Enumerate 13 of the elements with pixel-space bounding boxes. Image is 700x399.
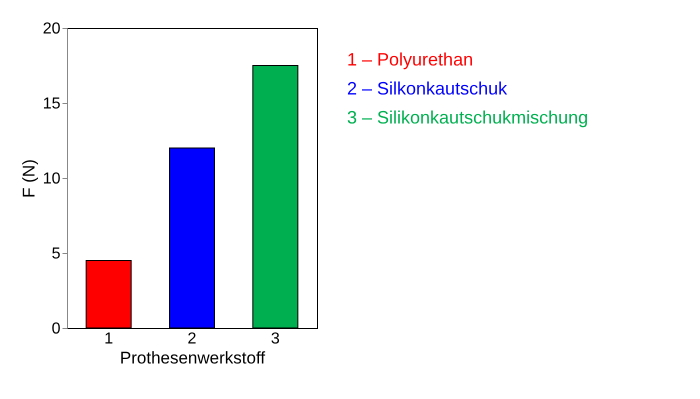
y-tick-label: 0: [52, 320, 61, 338]
y-tick-label: 15: [42, 96, 61, 112]
x-tick-label: 1: [104, 330, 114, 348]
x-axis-title: Prothesenwerkstoff: [120, 348, 266, 368]
x-tick-label: 3: [270, 330, 280, 348]
x-tick-label: 2: [188, 330, 197, 348]
text: 3 – Silikonkautschukmischung: [347, 108, 588, 128]
y-tick-label: 10: [42, 170, 61, 188]
text: 1 – Polyurethan: [347, 50, 474, 70]
y-tick-label: 20: [42, 20, 61, 38]
y-tick-label: 5: [52, 246, 61, 262]
y-axis-title: F (N): [20, 159, 39, 198]
text: 2 – Silkonkautschuk: [347, 78, 508, 98]
